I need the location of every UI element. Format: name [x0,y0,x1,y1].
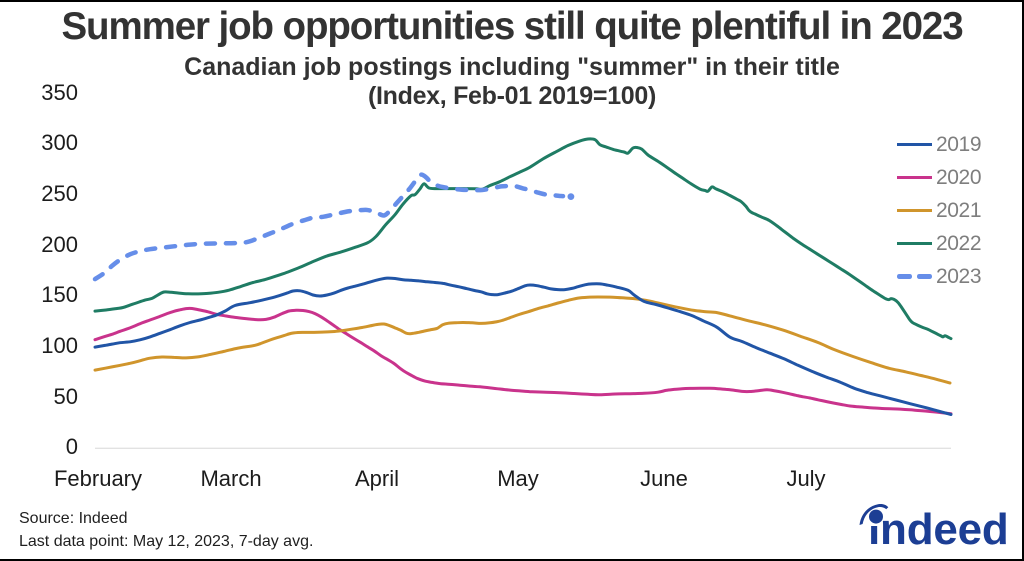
svg-text:ındeed: ındeed [868,505,1009,554]
